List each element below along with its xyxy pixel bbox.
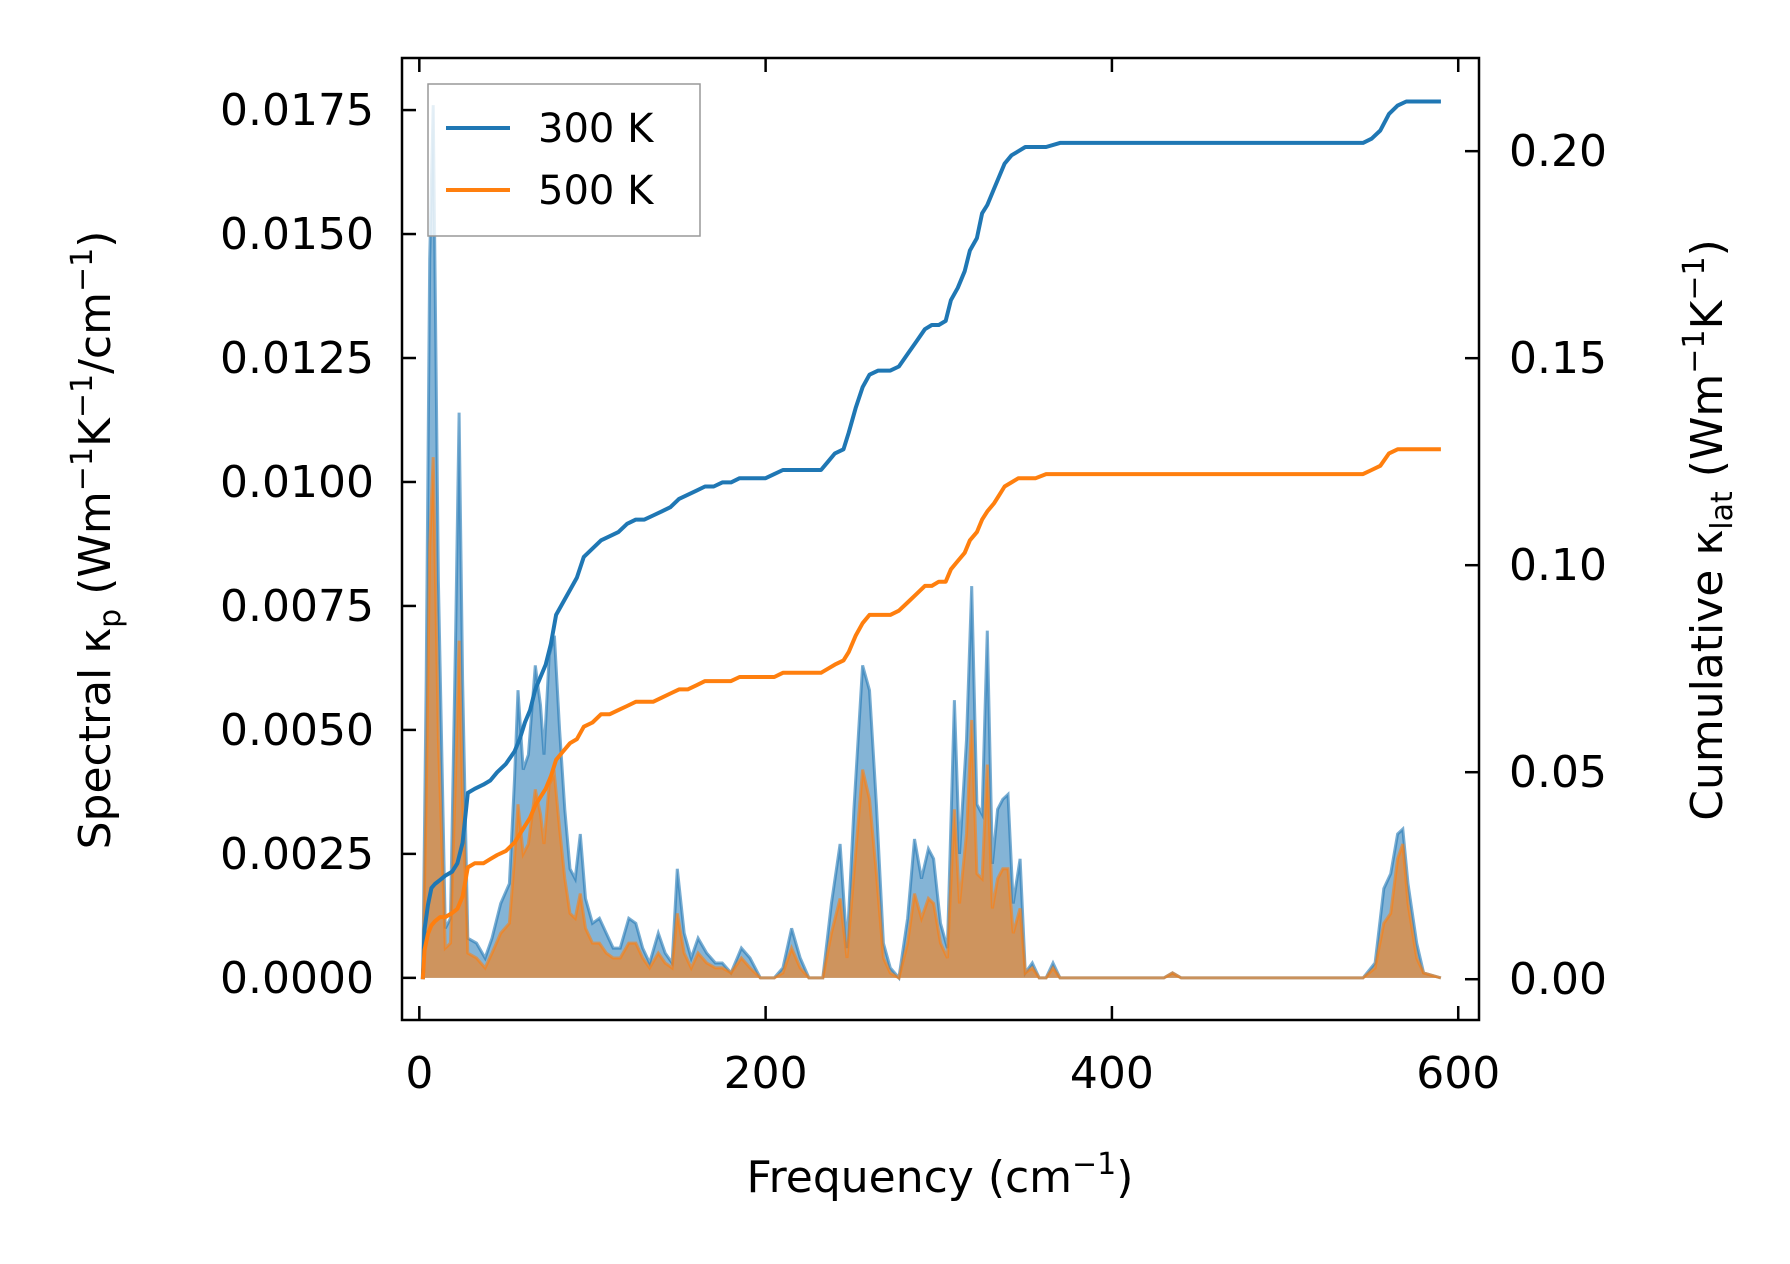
y-left-tick-label: 0.0050	[220, 705, 374, 756]
x-axis-label: Frequency (cm−1)	[747, 1147, 1134, 1203]
y-left-tick-label: 0.0150	[220, 209, 374, 260]
y-right-tick-label: 0.05	[1509, 747, 1607, 798]
y-left-tick-label: 0.0025	[220, 829, 374, 880]
x-tick-label: 400	[1070, 1048, 1154, 1099]
x-tick-label: 600	[1416, 1048, 1500, 1099]
y-left-tick-label: 0.0100	[220, 457, 374, 508]
y-left-tick-label: 0.0175	[220, 85, 374, 136]
plot-frame	[400, 56, 1481, 1022]
spectral-area-500K	[422, 457, 1441, 978]
y-left-axis-label: Spectral κp (Wm−1K−1/cm−1)	[65, 231, 128, 850]
y-right-tick-label: 0.10	[1509, 540, 1607, 591]
legend-label-500K: 500 K	[538, 168, 655, 214]
y-right-tick-label: 0.15	[1509, 333, 1607, 384]
y-right-axis-label: Cumulative κlat (Wm−1K−1)	[1677, 239, 1740, 821]
legend-box	[427, 83, 701, 237]
x-tick-label: 200	[724, 1048, 808, 1099]
y-right-tick-label: 0.20	[1509, 126, 1607, 177]
y-right-tick-label: 0.00	[1509, 954, 1607, 1005]
legend-label-300K: 300 K	[538, 106, 655, 152]
x-tick-label: 0	[405, 1048, 433, 1099]
cumulative-line-300K	[420, 99, 1441, 980]
y-left-tick-label: 0.0075	[220, 581, 374, 632]
cumulative-line-500K	[420, 447, 1441, 980]
spectral-line-500K	[421, 457, 1442, 981]
legend: 300 K 500 K	[427, 83, 701, 237]
y-left-tick-label: 0.0125	[220, 333, 374, 384]
y-left-tick-label: 0.0000	[220, 953, 374, 1004]
